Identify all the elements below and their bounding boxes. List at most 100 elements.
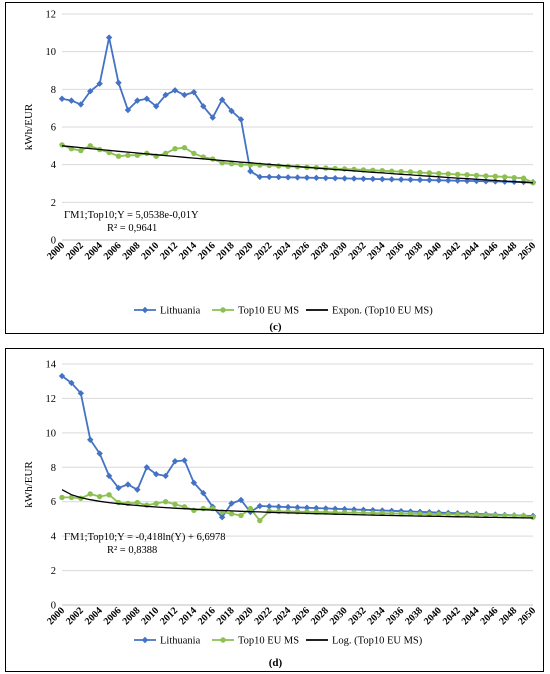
- x-tick-label: 2002: [64, 240, 86, 262]
- x-tick-label: 2020: [234, 605, 256, 627]
- x-tick-label: 2018: [215, 240, 237, 262]
- data-point-lithuania: [397, 176, 405, 183]
- data-point-lithuania: [171, 87, 179, 94]
- y-tick-label: 4: [51, 160, 57, 171]
- data-point-lithuania: [350, 175, 358, 182]
- data-point-top10: [389, 168, 395, 174]
- legend-trendline-label: Expon. (Top10 EU MS): [332, 306, 433, 317]
- data-point-lithuania: [153, 470, 160, 478]
- data-point-top10: [502, 512, 508, 519]
- data-point-top10: [219, 160, 225, 166]
- data-point-top10: [106, 492, 112, 498]
- data-point-top10: [238, 161, 244, 168]
- legend-top10-label: Top10 EU MS: [238, 636, 299, 647]
- data-point-top10: [87, 143, 93, 149]
- data-point-top10: [520, 513, 527, 519]
- x-tick-label: 2042: [441, 605, 463, 627]
- data-point-lithuania: [171, 458, 179, 465]
- x-tick-label: 2028: [309, 240, 331, 262]
- chart-panel-c: 0 2 4 6 8 10 12 2000 2002 2004 2006 2008 2010 2012 201…: [5, 2, 544, 334]
- data-point-top10: [464, 172, 470, 178]
- legend-lithuania-label: Lithuania: [160, 636, 201, 647]
- y-tick-label: 2: [51, 198, 56, 209]
- data-point-lithuania: [275, 173, 282, 181]
- data-point-lithuania: [416, 176, 424, 184]
- legend-trendline-label: Log. (Top10 EU MS): [332, 636, 423, 647]
- data-point-top10: [162, 499, 169, 505]
- data-point-top10: [115, 153, 122, 159]
- data-point-top10: [483, 173, 489, 179]
- data-point-lithuania: [379, 175, 386, 183]
- data-point-lithuania: [360, 175, 367, 182]
- data-point-lithuania: [181, 457, 188, 464]
- data-point-top10: [389, 510, 395, 517]
- data-point-lithuania: [284, 174, 292, 181]
- y-tick-label: 8: [51, 85, 56, 96]
- data-point-lithuania: [115, 79, 122, 86]
- x-tick-label: 2030: [328, 240, 350, 262]
- x-tick-label: 2014: [177, 240, 199, 262]
- data-point-top10: [96, 493, 103, 500]
- y-tick-label: 12: [46, 10, 57, 21]
- x-tick-label: 2034: [365, 240, 387, 262]
- data-point-top10: [445, 171, 451, 177]
- data-point-top10: [228, 511, 235, 517]
- data-point-lithuania: [454, 177, 461, 184]
- x-tick-label: 2008: [121, 605, 143, 627]
- data-point-top10: [417, 511, 423, 517]
- y-axis-label: kWh/EUR: [23, 103, 35, 150]
- data-point-lithuania: [237, 496, 245, 504]
- data-point-lithuania: [58, 95, 66, 102]
- x-tick-label: 2036: [384, 605, 406, 627]
- y-tick-label: 10: [46, 47, 57, 58]
- legend-lithuania-label: Lithuania: [160, 306, 201, 317]
- data-point-top10: [191, 507, 197, 514]
- data-point-lithuania: [200, 103, 207, 110]
- data-point-top10: [162, 150, 169, 157]
- data-point-top10: [181, 145, 188, 151]
- x-tick-label: 2048: [497, 605, 519, 627]
- data-point-top10: [275, 163, 282, 169]
- data-point-lithuania: [143, 95, 150, 102]
- x-tick-label: 2046: [479, 240, 501, 262]
- data-point-top10: [153, 500, 159, 507]
- data-point-top10: [473, 172, 480, 179]
- x-tick-label: 2004: [83, 240, 105, 262]
- x-tick-label: 2010: [139, 605, 161, 627]
- x-tick-label: 2038: [403, 240, 425, 262]
- x-tick-label: 2050: [516, 240, 538, 262]
- x-tick-label: 2006: [102, 605, 124, 627]
- chart-caption-c: (c): [269, 321, 282, 333]
- y-tick-label: 10: [46, 428, 57, 439]
- data-point-lithuania: [407, 176, 414, 183]
- data-point-lithuania: [341, 175, 348, 182]
- data-point-lithuania: [134, 97, 141, 104]
- y-tick-label: 12: [46, 394, 57, 405]
- data-point-lithuania: [256, 173, 264, 181]
- data-point-top10: [520, 175, 527, 181]
- data-point-top10: [59, 494, 65, 501]
- data-point-lithuania: [445, 177, 452, 184]
- x-tick-label: 2042: [441, 240, 463, 262]
- trend-equation: ΓM1;Top10;Y = -0,418ln(Y) + 6,6978: [64, 532, 225, 543]
- data-point-lithuania: [58, 372, 66, 380]
- data-point-lithuania: [115, 484, 122, 492]
- trendline: [61, 145, 534, 184]
- data-point-top10: [332, 165, 338, 172]
- x-tick-label: 2022: [252, 605, 274, 627]
- x-tick-label: 2034: [365, 605, 387, 627]
- data-point-top10: [125, 152, 131, 158]
- data-point-top10: [134, 152, 141, 158]
- y-axis-label: kWh/EUR: [23, 461, 35, 508]
- data-point-lithuania: [284, 503, 292, 511]
- x-tick-label: 2036: [384, 240, 406, 262]
- data-point-top10: [417, 169, 423, 176]
- data-point-top10: [407, 511, 414, 517]
- chart-caption-d: (d): [268, 657, 283, 669]
- data-point-lithuania: [369, 175, 377, 183]
- x-tick-label: 2038: [403, 605, 425, 627]
- data-point-lithuania: [77, 101, 85, 108]
- data-point-top10: [454, 511, 461, 518]
- x-tick-label: 2022: [252, 240, 274, 262]
- data-point-top10: [483, 512, 489, 518]
